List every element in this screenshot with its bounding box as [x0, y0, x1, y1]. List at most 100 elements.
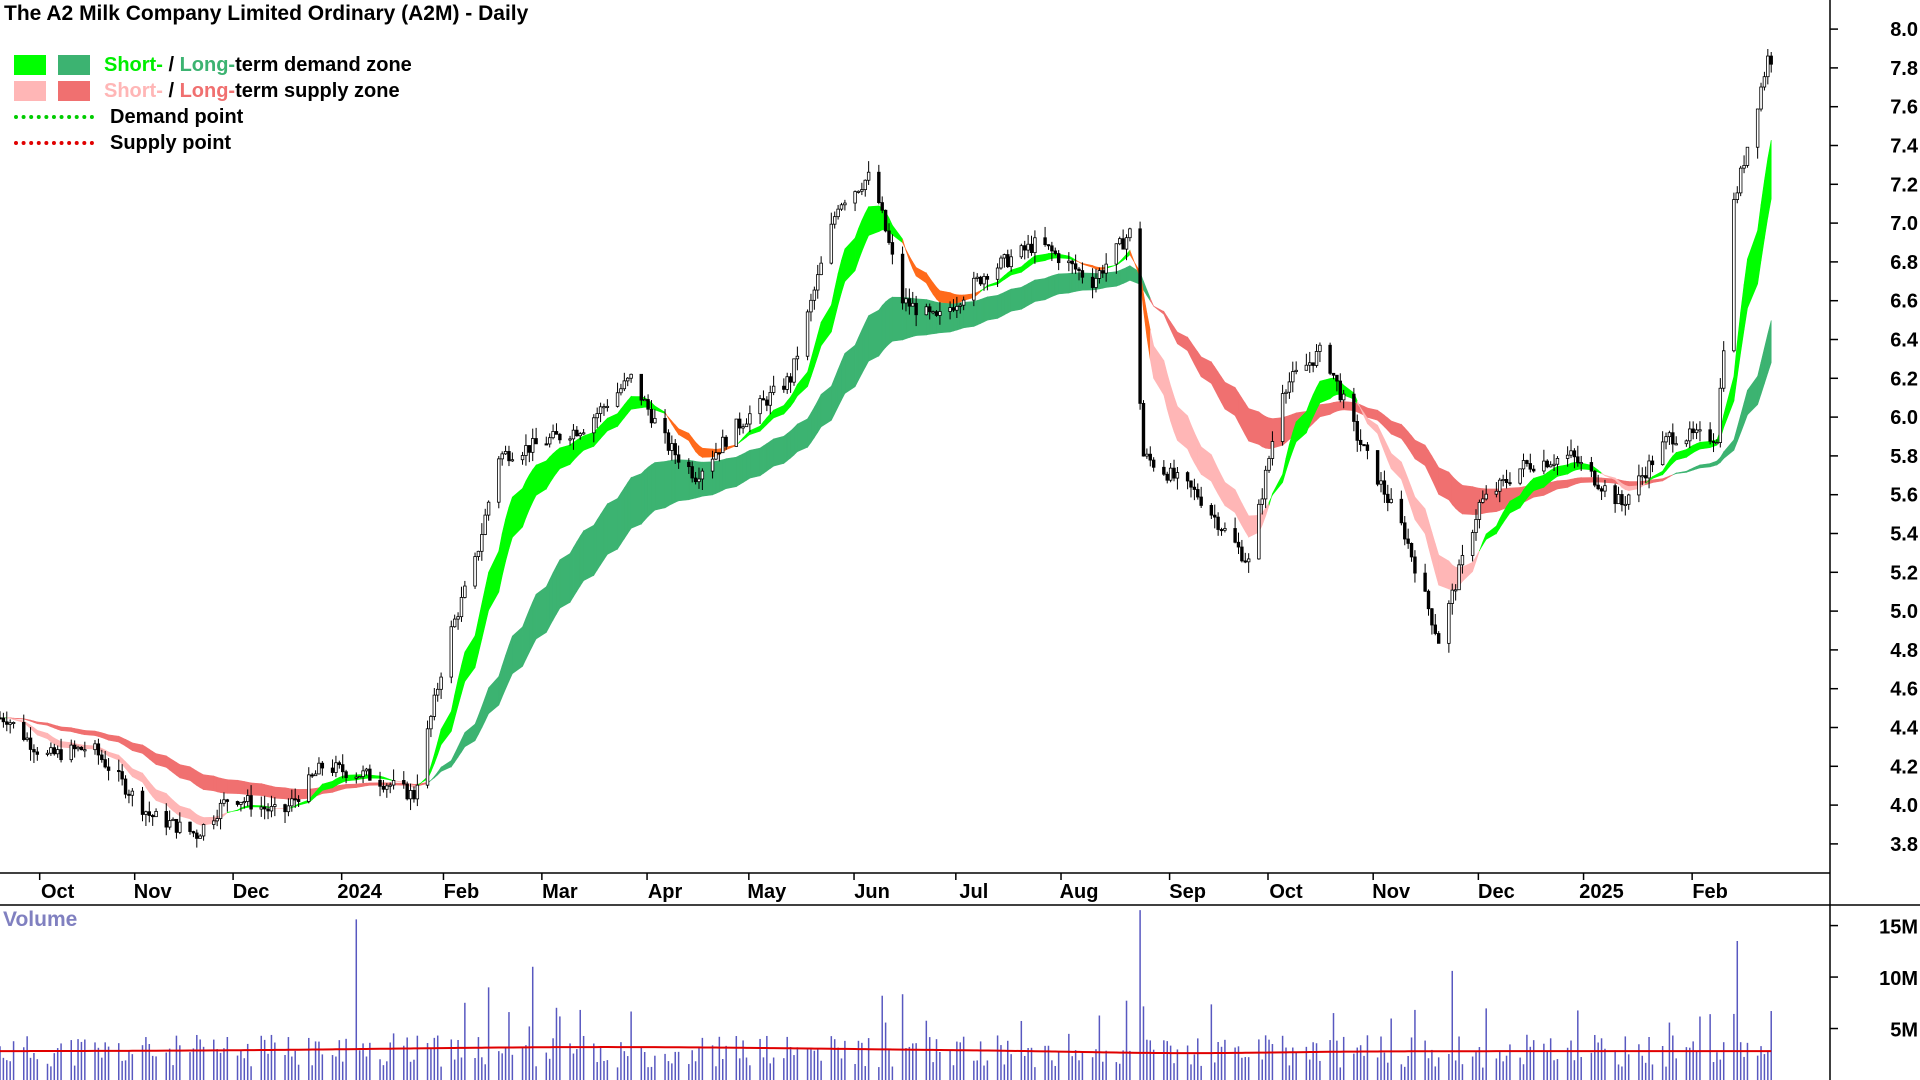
long-term-zone-segment: [1031, 279, 1036, 304]
price-tick-label: 6.8: [1890, 252, 1918, 274]
long-supply-swatch: [58, 81, 90, 101]
short-term-zone-segment: [169, 796, 174, 812]
long-term-zone-segment: [271, 785, 276, 799]
candle-body: [1545, 460, 1549, 468]
long-term-zone-segment: [1048, 275, 1053, 299]
short-term-zone-segment: [457, 665, 462, 706]
candle-body: [646, 399, 650, 410]
short-term-zone-segment: [678, 428, 690, 442]
candle-body: [626, 377, 630, 382]
volume-label: Volume: [3, 908, 78, 931]
candle-body: [1185, 472, 1190, 482]
long-term-zone-segment: [345, 783, 357, 789]
long-term-zone-segment: [854, 337, 859, 387]
short-term-zone-segment: [118, 754, 123, 766]
candle-body: [958, 304, 962, 307]
long-term-zone-segment: [997, 293, 1002, 319]
candle-body: [1399, 498, 1404, 524]
long-term-zone-segment: [1058, 273, 1070, 295]
candle-body: [283, 804, 287, 813]
candle-body: [11, 722, 16, 725]
short-term-zone-segment: [13, 718, 25, 723]
short-term-zone-segment: [1377, 425, 1382, 444]
long-term-zone-segment: [976, 298, 981, 326]
long-term-zone-segment: [1004, 290, 1009, 316]
short-term-zone-segment: [1482, 533, 1487, 546]
candle-body: [1352, 393, 1356, 422]
demand-point-swatch: [14, 115, 94, 119]
short-term-zone-segment: [484, 572, 489, 625]
long-term-zone-segment: [244, 781, 248, 795]
candle-body: [985, 276, 990, 280]
candle-body: [452, 618, 457, 628]
candle-body: [1572, 450, 1577, 458]
candle-body: [1518, 468, 1522, 484]
candle-body: [425, 728, 430, 786]
candle-body: [843, 202, 847, 206]
time-tick-label: May: [747, 881, 787, 903]
long-term-zone-segment: [1221, 376, 1226, 410]
candle-body: [1671, 432, 1675, 445]
long-term-zone-segment: [60, 726, 72, 732]
short-term-zone-segment: [128, 764, 133, 778]
long-term-zone-segment: [522, 618, 527, 667]
candle-body: [415, 784, 420, 800]
candle-body: [1413, 556, 1417, 574]
short-term-zone-segment: [742, 433, 747, 441]
long-term-zone-segment: [284, 787, 289, 800]
candle-body: [1735, 192, 1739, 200]
time-tick-label: Oct: [41, 881, 75, 903]
long-term-zone-segment: [556, 559, 561, 616]
long-term-zone-segment: [260, 783, 265, 797]
long-term-zone-segment: [152, 750, 157, 766]
short-term-zone-segment: [535, 460, 547, 496]
candle-body: [459, 597, 464, 618]
candle-body: [1599, 488, 1604, 492]
candle-body: [167, 820, 172, 828]
candle-body: [1114, 243, 1119, 265]
long-term-zone-segment: [1241, 397, 1246, 435]
long-term-zone-segment: [1319, 402, 1331, 418]
candle-body: [863, 179, 867, 191]
volume-tick-label: 10M: [1879, 968, 1918, 990]
long-term-zone-segment: [664, 460, 669, 509]
long-term-zone-segment: [820, 385, 832, 428]
long-term-zone-segment: [1689, 467, 1694, 472]
short-term-zone-segment: [1475, 550, 1480, 562]
long-term-zone-segment: [1553, 480, 1558, 491]
long-term-zone-segment: [987, 295, 998, 321]
short-term-zone-segment: [607, 413, 618, 432]
legend-supply-point-label: Supply point: [110, 131, 232, 154]
chart-title: The A2 Milk Company Limited Ordinary (A2…: [4, 2, 529, 25]
long-term-zone-segment: [1407, 430, 1412, 455]
candle-body: [120, 771, 124, 780]
long-term-zone-segment: [1258, 411, 1263, 448]
time-tick-label: Feb: [1692, 881, 1728, 903]
long-term-zone-segment: [142, 744, 147, 757]
candle-body: [8, 722, 12, 725]
short-term-zone-segment: [1570, 462, 1575, 473]
long-term-zone-segment: [342, 784, 347, 790]
candle-body: [1409, 543, 1414, 558]
short-term-zone-segment: [6, 717, 11, 719]
candle-body: [1589, 462, 1594, 472]
short-term-zone-segment: [793, 384, 798, 403]
short-term-zone-segment: [47, 732, 52, 743]
short-term-zone-segment: [1027, 257, 1032, 268]
long-term-zone-segment: [596, 513, 601, 571]
legend-long-text: Long-: [179, 79, 236, 102]
time-tick-label: Oct: [1269, 881, 1303, 903]
short-term-zone-segment: [464, 634, 476, 683]
legend: Short- / Long-term demand zone Short- / …: [14, 52, 412, 156]
long-term-zone-segment: [1438, 467, 1450, 501]
short-term-zone-segment: [936, 286, 941, 303]
short-term-zone-segment: [841, 248, 846, 293]
short-term-zone-segment: [1031, 255, 1036, 266]
short-term-zone-segment: [763, 416, 768, 429]
long-term-zone-segment: [763, 443, 768, 474]
candle-body: [605, 405, 610, 408]
candle-body: [673, 443, 677, 456]
short-term-zone-segment: [912, 260, 917, 277]
candle-body: [1664, 436, 1668, 443]
long-term-zone-segment: [841, 353, 846, 401]
